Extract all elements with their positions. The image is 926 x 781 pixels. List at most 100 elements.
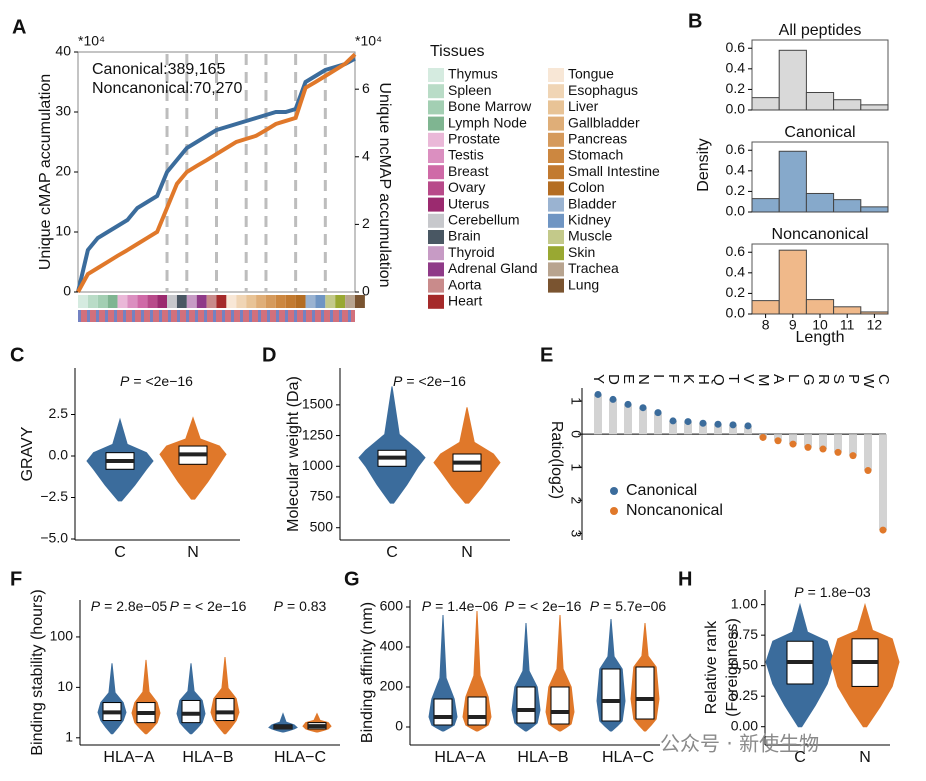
bar bbox=[751, 97, 780, 111]
dot bbox=[759, 433, 767, 441]
category-label: L bbox=[785, 374, 802, 382]
tissue-strip bbox=[256, 295, 266, 308]
tissue-strip bbox=[137, 295, 148, 308]
y-tick-label: 40 bbox=[55, 43, 71, 59]
bar bbox=[751, 300, 780, 315]
y-tick-label: −2.5 bbox=[40, 488, 68, 504]
bar bbox=[699, 423, 707, 435]
category-label: Y bbox=[590, 374, 607, 384]
legend-entry: Colon bbox=[568, 179, 605, 195]
y-tick-label: 0 bbox=[568, 430, 584, 438]
category-label: D bbox=[605, 374, 622, 385]
legend-swatch bbox=[548, 278, 564, 293]
legend-entry: Breast bbox=[448, 163, 489, 179]
panel-label: E bbox=[540, 344, 553, 366]
legend-entry: Uterus bbox=[448, 195, 489, 211]
axis-multiplier: *10⁴ bbox=[355, 33, 382, 49]
x-tick-label: 8 bbox=[762, 317, 770, 333]
p-label: P bbox=[393, 373, 403, 389]
category-label: V bbox=[740, 374, 757, 384]
p-value: P = 0.83 bbox=[274, 598, 327, 614]
legend-swatch bbox=[428, 294, 444, 309]
legend-entry: Kidney bbox=[568, 212, 611, 228]
legend-entry: Spleen bbox=[448, 82, 492, 98]
y-tick-label: 0.00 bbox=[731, 717, 758, 733]
p-text: = <2e−16 bbox=[133, 373, 193, 389]
legend-swatch bbox=[428, 165, 444, 180]
category-label: C bbox=[875, 374, 892, 385]
category-label: S bbox=[830, 374, 847, 384]
legend-entry: Prostate bbox=[448, 131, 500, 147]
p-value: P = <2e−16 bbox=[120, 373, 193, 389]
y-tick-label: 0 bbox=[63, 283, 71, 299]
tissue-strip bbox=[226, 295, 237, 308]
legend-entry: Lymph Node bbox=[448, 114, 527, 130]
y-tick-label: 2 bbox=[362, 215, 370, 231]
category-label: K bbox=[680, 374, 697, 384]
tissue-strip bbox=[285, 295, 296, 308]
axis-title: Length bbox=[796, 329, 845, 346]
legend-dot bbox=[610, 487, 618, 495]
tissue-strip bbox=[206, 295, 217, 308]
panel-label: A bbox=[12, 16, 26, 38]
panel-title: Canonical bbox=[784, 124, 855, 141]
watermark: 公众号 · 新使生物 bbox=[660, 732, 819, 756]
series-line bbox=[76, 56, 356, 293]
bar bbox=[778, 249, 807, 315]
tissue-strip bbox=[176, 295, 187, 308]
y-tick-label: 0.2 bbox=[726, 284, 746, 300]
legend-swatch bbox=[428, 197, 444, 212]
tissue-strip bbox=[107, 295, 118, 308]
box bbox=[433, 698, 453, 726]
y-tick-label: 0.4 bbox=[726, 264, 746, 280]
legend-entry: Trachea bbox=[568, 260, 619, 276]
bar bbox=[833, 199, 862, 213]
p-label: P bbox=[91, 598, 101, 614]
p-text: = < 2e−16 bbox=[183, 598, 247, 614]
y-tick-label: 100 bbox=[50, 628, 74, 644]
legend-entry: Ovary bbox=[448, 179, 485, 195]
box bbox=[635, 666, 655, 720]
legend-swatch bbox=[548, 116, 564, 131]
legend-swatch bbox=[428, 246, 444, 261]
tissue-strip bbox=[186, 295, 197, 308]
panel-label: F bbox=[10, 568, 22, 590]
legend-swatch bbox=[548, 181, 564, 196]
legend-entry: Bladder bbox=[568, 195, 617, 211]
bar bbox=[805, 192, 835, 213]
dot bbox=[804, 443, 812, 451]
tissue-strip bbox=[117, 295, 128, 308]
category-label: Q bbox=[710, 374, 727, 386]
p-value: P = <2e−16 bbox=[393, 373, 466, 389]
bar bbox=[819, 434, 827, 450]
y-tick-label: 1 bbox=[568, 463, 584, 471]
x-tick-label: N bbox=[461, 544, 473, 561]
p-value: P = 1.8e−03 bbox=[794, 584, 871, 600]
legend-entry: Noncanonical bbox=[626, 502, 723, 519]
y-tick-label: 3 bbox=[568, 529, 584, 537]
axis-title: Unique cMAP accumulation bbox=[37, 74, 54, 270]
y-tick-label: 10 bbox=[57, 678, 73, 694]
category-label: W bbox=[860, 374, 877, 389]
y-tick-label: 0.6 bbox=[726, 141, 746, 157]
legend-entry: Esophagus bbox=[568, 82, 638, 98]
bar bbox=[833, 306, 862, 315]
tissue-strip bbox=[305, 295, 316, 308]
y-tick-label: 0.50 bbox=[731, 656, 758, 672]
x-tick-label: HLA−A bbox=[103, 749, 154, 766]
bar bbox=[669, 420, 677, 435]
tissue-strip bbox=[78, 295, 88, 308]
y-tick-label: 10 bbox=[55, 223, 71, 239]
p-text: = 5.7e−06 bbox=[603, 598, 666, 614]
p-label: P bbox=[590, 598, 600, 614]
box bbox=[550, 686, 570, 725]
panel-title: Noncanonical bbox=[772, 226, 869, 243]
x-tick-label: HLA−B bbox=[182, 749, 233, 766]
y-tick-label: 1250 bbox=[302, 426, 333, 442]
bar bbox=[860, 311, 889, 315]
tissue-strip bbox=[157, 295, 168, 308]
category-label: H bbox=[695, 374, 712, 385]
legend-entry: Skin bbox=[568, 244, 595, 260]
legend-swatch bbox=[548, 230, 564, 244]
y-tick-label: 6 bbox=[362, 80, 370, 96]
